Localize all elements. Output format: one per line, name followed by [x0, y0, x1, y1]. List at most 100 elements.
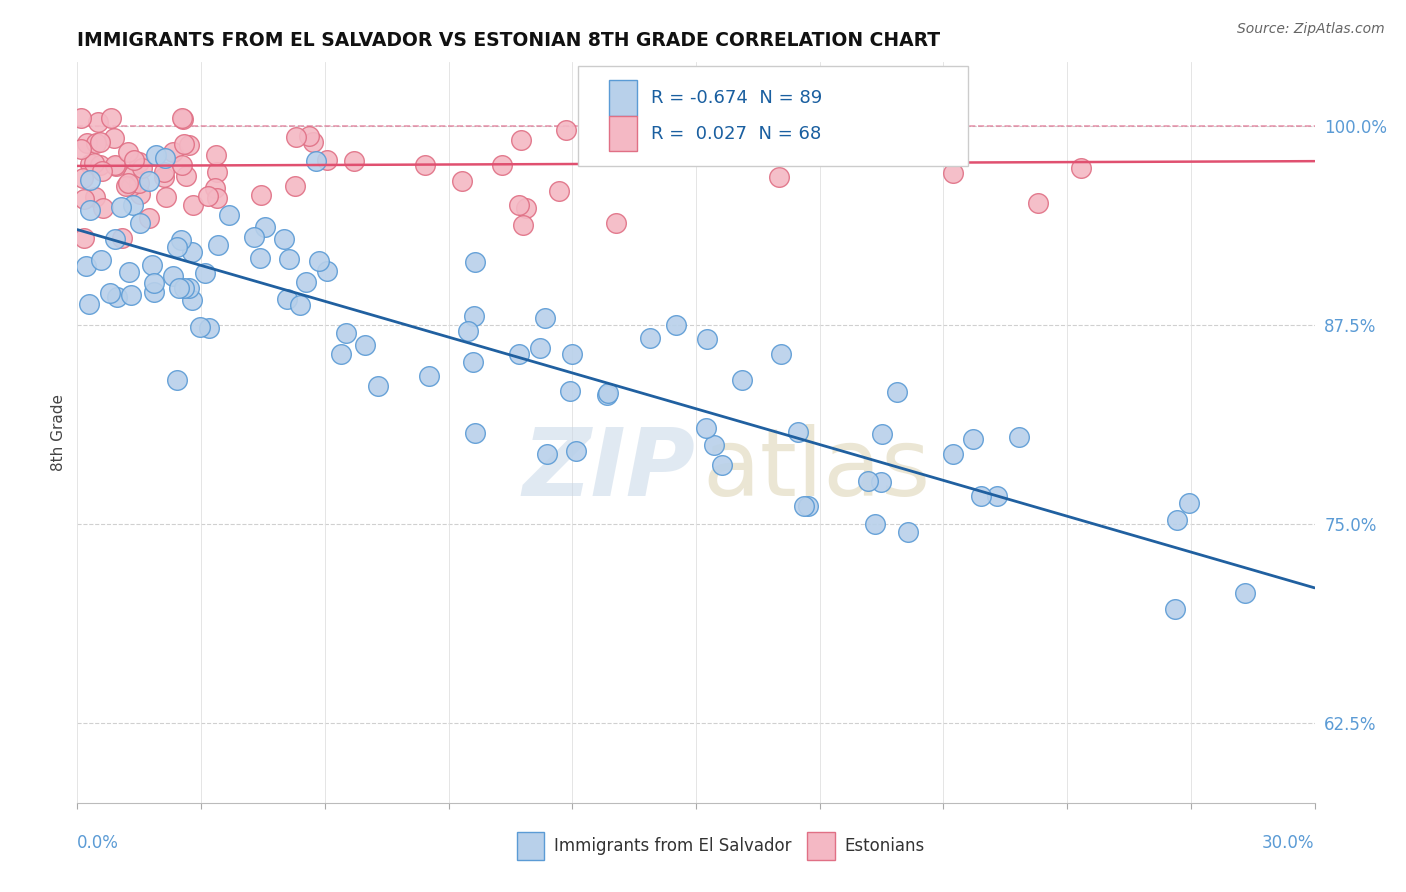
Point — [512, 218, 534, 232]
Point — [111, 230, 134, 244]
Point — [138, 211, 160, 225]
Point — [536, 447, 558, 461]
Point — [110, 200, 132, 214]
Point — [970, 489, 993, 503]
Point — [104, 232, 127, 246]
Point — [305, 153, 328, 168]
Point — [605, 216, 627, 230]
Point — [1177, 496, 1199, 510]
Point — [897, 524, 920, 539]
Point — [638, 331, 661, 345]
Point — [173, 280, 195, 294]
Point — [491, 158, 513, 172]
Point — [128, 155, 150, 169]
Point — [665, 318, 688, 332]
Point — [155, 151, 177, 165]
Point — [174, 169, 197, 183]
Point — [335, 326, 357, 341]
Point — [353, 338, 375, 352]
Point — [90, 253, 112, 268]
Point — [73, 193, 96, 207]
Point — [290, 298, 312, 312]
Point — [143, 285, 166, 299]
Point — [316, 153, 339, 168]
Point — [129, 187, 152, 202]
Point — [128, 216, 150, 230]
Point — [696, 332, 718, 346]
Point — [117, 177, 139, 191]
Point — [329, 346, 352, 360]
Point — [204, 181, 226, 195]
Text: R = -0.674  N = 89: R = -0.674 N = 89 — [651, 89, 823, 107]
Text: ZIP: ZIP — [523, 424, 696, 516]
Point — [114, 178, 136, 193]
Point — [986, 489, 1008, 503]
Point — [167, 281, 190, 295]
Point — [418, 369, 440, 384]
Point — [218, 208, 240, 222]
Point — [548, 185, 571, 199]
FancyBboxPatch shape — [578, 66, 969, 166]
Point — [104, 159, 127, 173]
Point — [155, 190, 177, 204]
Point — [711, 458, 734, 473]
Point — [555, 122, 578, 136]
Point — [141, 258, 163, 272]
Point — [415, 158, 437, 172]
Point — [79, 173, 101, 187]
Point — [534, 310, 557, 325]
Point — [104, 158, 127, 172]
Point — [120, 288, 142, 302]
Point — [100, 111, 122, 125]
Point — [464, 425, 486, 440]
Point — [863, 517, 886, 532]
FancyBboxPatch shape — [609, 80, 637, 116]
Point — [596, 388, 619, 402]
Point — [464, 254, 486, 268]
Point — [188, 320, 211, 334]
Point — [98, 286, 121, 301]
Point — [451, 174, 474, 188]
Point — [886, 384, 908, 399]
Point — [103, 130, 125, 145]
Point — [301, 135, 323, 149]
Point — [1164, 602, 1187, 616]
Point — [197, 320, 219, 334]
Point — [138, 174, 160, 188]
Point — [558, 384, 581, 399]
Point — [1166, 513, 1188, 527]
Point — [205, 165, 228, 179]
Point — [461, 355, 484, 369]
Point — [84, 136, 107, 151]
Point — [122, 168, 145, 182]
Point — [89, 158, 111, 172]
Point — [173, 136, 195, 151]
Point — [250, 187, 273, 202]
Text: 30.0%: 30.0% — [1263, 834, 1315, 852]
Point — [79, 157, 101, 171]
Point — [243, 229, 266, 244]
Point — [207, 238, 229, 252]
Point — [856, 474, 879, 488]
Point — [731, 373, 754, 387]
Point — [316, 264, 339, 278]
Point — [276, 293, 298, 307]
Point — [561, 346, 583, 360]
Point — [197, 189, 219, 203]
Point — [170, 233, 193, 247]
Point — [253, 220, 276, 235]
Point — [308, 254, 330, 268]
Point — [515, 201, 537, 215]
Point — [177, 137, 200, 152]
Point — [942, 166, 965, 180]
Point — [870, 427, 893, 442]
Point — [91, 201, 114, 215]
Point — [508, 347, 530, 361]
Point — [508, 198, 530, 212]
Point — [180, 245, 202, 260]
Point — [70, 111, 93, 125]
Point — [1008, 430, 1031, 444]
Point — [70, 142, 93, 156]
Point — [83, 190, 105, 204]
Point — [117, 145, 139, 160]
